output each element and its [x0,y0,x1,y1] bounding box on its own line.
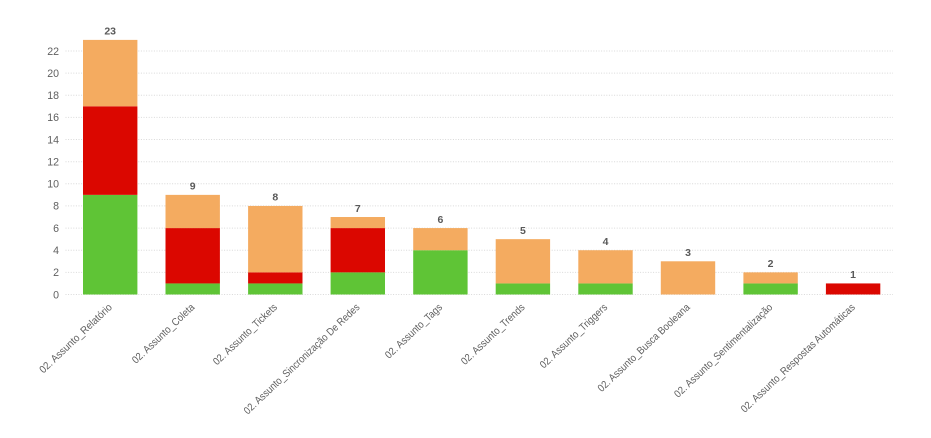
svg-text:22: 22 [47,46,59,58]
svg-text:2: 2 [768,258,774,270]
svg-text:7: 7 [355,203,361,215]
svg-text:3: 3 [685,247,691,259]
svg-text:23: 23 [104,26,116,38]
svg-text:6: 6 [53,223,59,235]
svg-text:0: 0 [53,289,59,301]
svg-text:4: 4 [53,245,59,257]
svg-text:18: 18 [47,90,59,102]
svg-text:8: 8 [53,201,59,213]
svg-text:1: 1 [850,269,856,281]
svg-text:16: 16 [47,112,59,124]
svg-text:10: 10 [47,179,59,191]
svg-text:6: 6 [437,214,443,226]
svg-text:5: 5 [520,225,526,237]
svg-text:20: 20 [47,68,59,80]
svg-text:8: 8 [272,192,278,204]
svg-text:4: 4 [603,236,609,248]
svg-text:2: 2 [53,267,59,279]
svg-text:14: 14 [47,134,59,146]
svg-text:12: 12 [47,157,59,169]
svg-text:9: 9 [190,181,196,193]
